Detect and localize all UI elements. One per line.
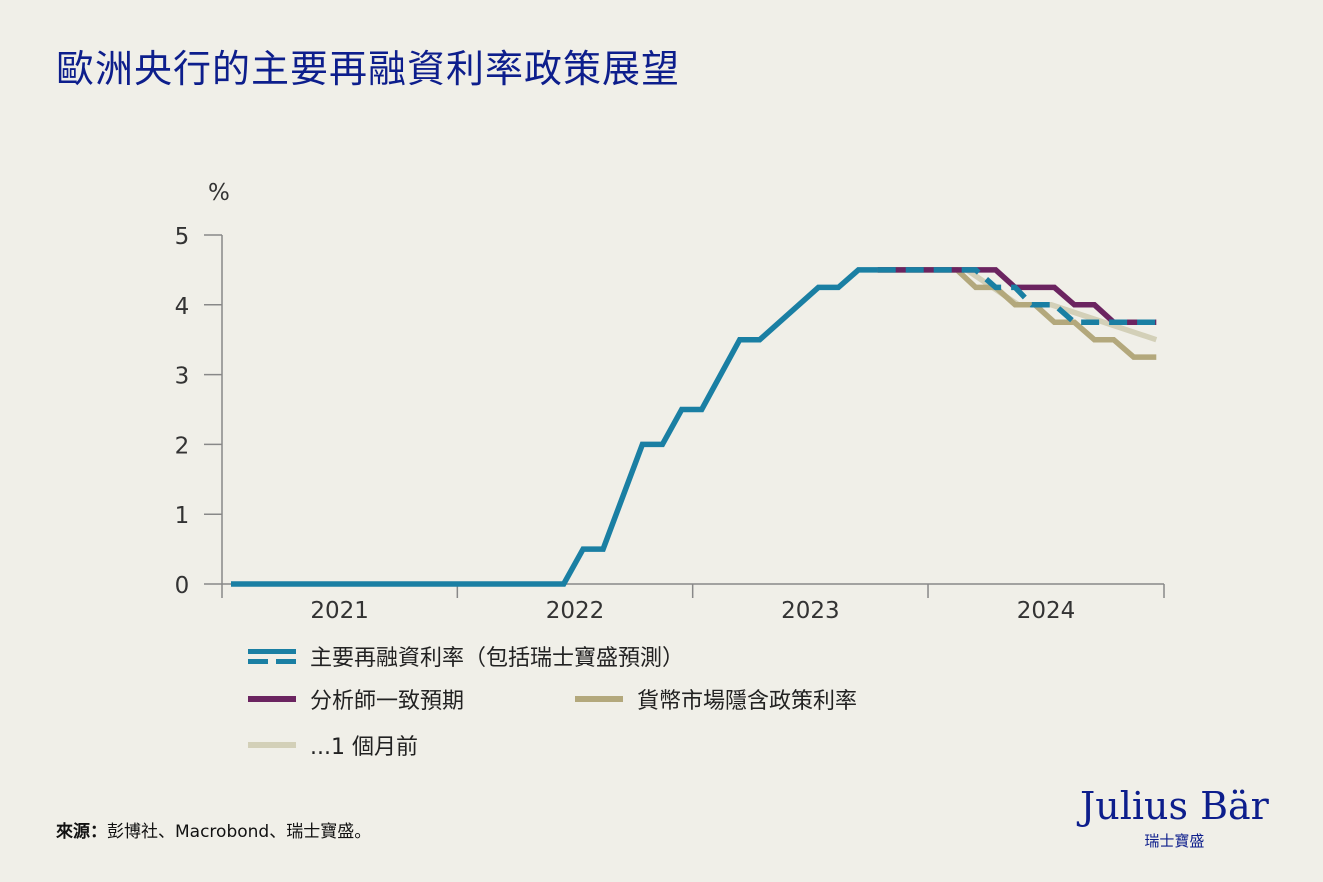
legend-swatch-consensus [248,696,296,702]
source-note: 來源：彭博社、Macrobond、瑞士寶盛。 [56,817,371,842]
y-tick-label: 1 [175,503,190,529]
series-line-3 [877,267,1157,360]
x-tick-label: 2022 [546,598,605,624]
julius-baer-logo: Julius Bär 瑞士寶盛 [1080,784,1269,851]
series-line-0 [231,267,878,587]
legend-label: 主要再融資利率（包括瑞士寶盛預測） [310,646,685,671]
y-tick-label: 2 [175,433,190,459]
legend-item-month-ago: ...1 個月前 [248,729,418,761]
x-tick-label: 2023 [781,598,840,624]
legend-label: 貨幣市場隱含政策利率 [637,689,858,714]
chart-title: 歐洲央行的主要再融資利率政策展望 [56,47,681,91]
y-tick-label: 4 [175,294,190,320]
legend-item-market: 貨幣市場隱含政策利率 [575,683,857,715]
logo-name: Julius Bär [1080,784,1269,828]
logo-sub: 瑞士寶盛 [1144,832,1205,850]
y-tick-label: 5 [175,224,190,250]
y-tick-label: 0 [175,573,190,599]
source-label: 來源： [56,822,107,842]
legend-item-main-rate: 主要再融資利率（包括瑞士寶盛預測） [248,640,684,672]
x-tick-label: 2024 [1017,598,1076,624]
series-line-2 [877,267,1157,326]
x-tick-label: 2021 [310,598,369,624]
y-axis-unit: % [208,180,230,206]
legend-label: 分析師一致預期 [310,689,465,714]
legend-label: ...1 個月前 [310,735,418,760]
source-text: 彭博社、Macrobond、瑞士寶盛。 [107,822,372,842]
legend-swatch-month-ago [248,742,296,748]
legend-swatch-main-rate [248,648,296,664]
legend-swatch-market [575,696,623,702]
y-tick-label: 3 [175,364,190,390]
legend-item-consensus: 分析師一致預期 [248,683,464,715]
series-line-1-forecast [877,267,1157,326]
